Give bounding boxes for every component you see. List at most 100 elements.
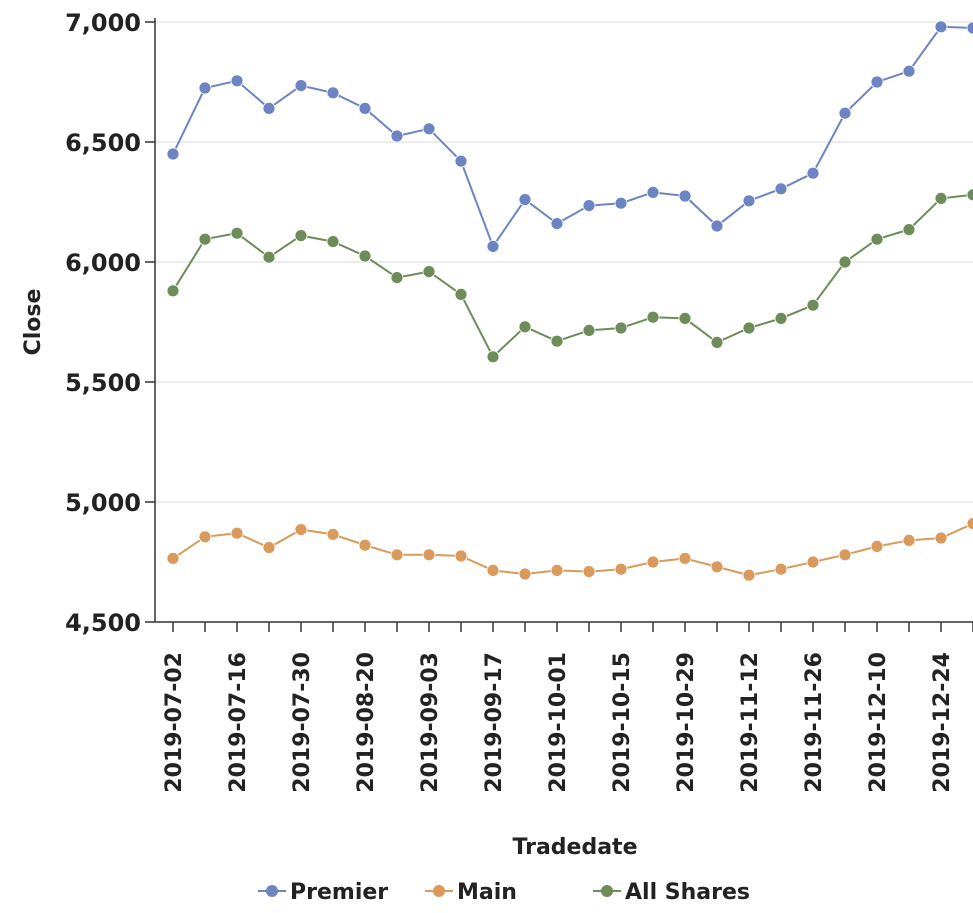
data-point[interactable] xyxy=(614,562,628,576)
data-point[interactable] xyxy=(166,147,180,161)
data-point[interactable] xyxy=(678,552,692,565)
data-point[interactable] xyxy=(806,555,820,569)
data-point[interactable] xyxy=(358,538,372,552)
data-point[interactable] xyxy=(422,548,436,562)
data-point[interactable] xyxy=(358,249,372,263)
data-point[interactable] xyxy=(326,235,340,249)
data-point[interactable] xyxy=(966,188,973,202)
data-point[interactable] xyxy=(454,287,468,301)
data-point[interactable] xyxy=(742,321,756,335)
legend-item[interactable]: Main xyxy=(425,880,517,905)
x-tick-label: 2019-10-29 xyxy=(674,652,699,793)
data-point[interactable] xyxy=(742,568,756,582)
y-tick-label: 7,000 xyxy=(65,9,141,37)
x-tick-label: 2019-09-03 xyxy=(418,652,443,793)
data-point[interactable] xyxy=(966,517,973,530)
data-point[interactable] xyxy=(806,166,820,180)
series-line xyxy=(172,25,973,249)
data-point[interactable] xyxy=(518,567,532,581)
data-point[interactable] xyxy=(326,86,340,100)
data-point[interactable] xyxy=(166,284,180,298)
data-point[interactable] xyxy=(966,21,973,35)
data-point[interactable] xyxy=(646,555,660,569)
data-point[interactable] xyxy=(390,548,404,562)
legend: Premier Main All Shares xyxy=(258,880,750,905)
data-point[interactable] xyxy=(198,81,212,95)
data-point[interactable] xyxy=(230,526,244,540)
data-point[interactable] xyxy=(198,530,212,544)
data-point[interactable] xyxy=(902,223,916,237)
series-premier xyxy=(166,20,973,253)
legend-label: Premier xyxy=(290,880,388,905)
data-point[interactable] xyxy=(550,564,564,577)
data-point[interactable] xyxy=(486,239,500,253)
y-tick-label: 5,000 xyxy=(65,489,141,517)
data-point[interactable] xyxy=(454,549,468,563)
data-point[interactable] xyxy=(518,193,532,207)
data-point[interactable] xyxy=(198,232,212,246)
data-point[interactable] xyxy=(294,523,308,536)
data-point[interactable] xyxy=(550,217,564,231)
data-point[interactable] xyxy=(934,191,948,205)
data-point[interactable] xyxy=(230,74,244,88)
data-point[interactable] xyxy=(870,75,884,89)
data-point[interactable] xyxy=(262,102,276,115)
legend-swatch-marker xyxy=(266,885,278,897)
data-point[interactable] xyxy=(422,265,436,279)
data-point[interactable] xyxy=(358,102,372,115)
data-point[interactable] xyxy=(550,334,564,348)
data-point[interactable] xyxy=(294,229,308,243)
data-point[interactable] xyxy=(166,552,180,565)
x-tick-label: 2019-11-12 xyxy=(738,652,763,793)
data-point[interactable] xyxy=(486,350,500,364)
data-point[interactable] xyxy=(774,562,788,576)
data-point[interactable] xyxy=(582,565,596,578)
data-point[interactable] xyxy=(838,255,852,269)
data-point[interactable] xyxy=(742,194,756,208)
data-point[interactable] xyxy=(326,528,340,541)
data-point[interactable] xyxy=(774,311,788,325)
data-point[interactable] xyxy=(902,534,916,547)
data-point[interactable] xyxy=(454,154,468,168)
data-point[interactable] xyxy=(838,548,852,562)
data-point[interactable] xyxy=(262,541,276,554)
y-axis-title: Close xyxy=(21,289,46,356)
data-point[interactable] xyxy=(230,226,244,240)
data-point[interactable] xyxy=(262,250,276,264)
legend-item[interactable]: All Shares xyxy=(593,880,750,905)
data-point[interactable] xyxy=(806,298,820,312)
series-all-shares xyxy=(166,188,973,364)
legend-swatch-marker xyxy=(433,885,445,897)
data-point[interactable] xyxy=(774,182,788,196)
data-point[interactable] xyxy=(582,323,596,337)
data-point[interactable] xyxy=(678,311,692,325)
x-tick-label: 2019-08-20 xyxy=(354,652,379,793)
data-point[interactable] xyxy=(422,122,436,136)
data-point[interactable] xyxy=(390,129,404,143)
data-point[interactable] xyxy=(294,79,308,92)
data-point[interactable] xyxy=(646,185,660,199)
legend-item[interactable]: Premier xyxy=(258,880,388,905)
data-point[interactable] xyxy=(934,20,948,34)
data-point[interactable] xyxy=(934,531,948,545)
data-point[interactable] xyxy=(710,560,724,574)
data-point[interactable] xyxy=(646,310,660,324)
data-point[interactable] xyxy=(614,196,628,210)
data-point[interactable] xyxy=(710,335,724,349)
data-point[interactable] xyxy=(902,64,916,78)
x-axis-title: Tradedate xyxy=(513,835,638,860)
x-tick-label: 2019-12-24 xyxy=(930,652,955,793)
data-point[interactable] xyxy=(710,219,724,233)
data-point[interactable] xyxy=(582,199,596,213)
data-point[interactable] xyxy=(614,321,628,335)
data-point[interactable] xyxy=(870,540,884,553)
data-point[interactable] xyxy=(838,106,852,120)
x-tick-label: 2019-12-10 xyxy=(866,652,891,793)
data-point[interactable] xyxy=(678,189,692,203)
data-point[interactable] xyxy=(870,232,884,246)
data-point[interactable] xyxy=(486,564,500,577)
x-tick-label: 2019-07-16 xyxy=(226,652,251,793)
data-point[interactable] xyxy=(390,271,404,285)
data-point[interactable] xyxy=(518,320,532,334)
